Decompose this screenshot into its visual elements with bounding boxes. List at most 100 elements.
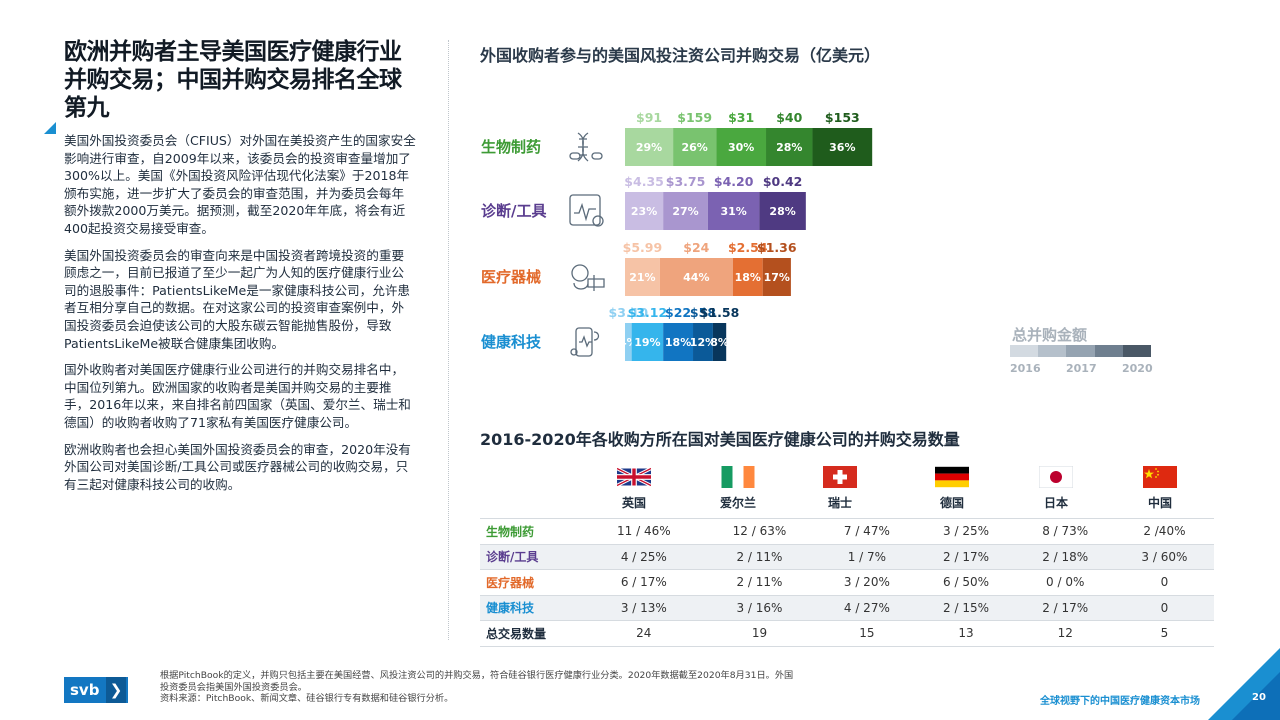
bar-pct-label: 19% [634,336,660,349]
switzerland-flag-icon [823,466,857,488]
diagnostics-monitor-icon [569,194,604,227]
medical-device-icon [571,264,605,291]
column-divider [448,40,449,640]
table-cell: 24 [586,620,702,647]
table-cell: 2 / 17% [1015,594,1115,621]
bar-segment [659,258,733,296]
legend-year: 2016 [1010,362,1041,375]
table-cell: 11 / 46% [586,518,702,544]
bar-value-label: $4.20 [714,174,754,189]
table-cell: 2 / 15% [916,594,1016,621]
table-cell: 3 / 16% [701,594,818,621]
country-name: 爱尔兰 [719,496,756,510]
country-uk: 英国 [584,466,684,511]
chart-title: 外国收购者参与的美国风投注资公司并购交易（亿美元） [480,46,881,65]
table-row: 生物制药 11 / 46% 12 / 63% 7 / 47% 3 / 25% 8 / 73… [480,518,1214,544]
footnote-line: 根据PitchBook的定义，并购只包括主要在美国经营、风投注资公司的并购交易，… [160,670,794,681]
stacked-bar-chart: 生物制药 29% $91 26% $159 30% $31 28% $40 36% $153 诊断/工… [481,110,873,361]
table-cell: 2 / 11% [701,569,818,595]
china-flag-icon [1143,466,1177,488]
row-label: 医疗器械 [480,569,586,595]
bar-value-label: $3.10 [609,305,649,320]
row-label: 生物制药 [480,518,586,544]
germany-flag-icon [935,466,969,488]
bar-pct-label: 28% [776,141,802,154]
bar-value-label: $40 [776,110,802,125]
section-marker-icon [44,122,56,134]
legend-year: 2017 [1066,362,1097,375]
category-label: 诊断/工具 [481,202,546,220]
bar-pct-label: 36% [829,141,855,154]
table-cell: 0 [1114,569,1214,595]
bar-segment [673,128,717,166]
country-germany: 德国 [902,466,1002,511]
table-cell: 2 / 11% [701,543,818,570]
bar-segment [625,323,632,361]
bar-segment [625,258,660,296]
table-cell: 5 [1114,620,1214,647]
bar-value-label: $91 [636,110,662,125]
table-cell: 3 / 13% [586,594,702,621]
page-title: 欧洲并购者主导美国医疗健康行业并购交易；中国并购交易排名全球第九 [64,39,402,121]
legend-swatch [1122,345,1152,357]
bar-value-label: $2.54 [728,240,768,255]
table-title: 2016-2020年各收购方所在国对美国医疗健康公司的并购交易数量 [480,430,960,449]
bar-value-label: $1.36 [757,240,797,255]
bar-segment [693,323,713,361]
category-label: 健康科技 [481,333,542,351]
paragraph: 欧洲收购者也会担心美国外国投资委员会的审查，2020年没有外国公司对美国诊断/工… [64,441,411,492]
table-cell: 1 / 7% [817,543,917,570]
dna-icon [569,132,603,162]
country-ireland: 爱尔兰 [688,466,788,511]
bar-segment [625,128,674,166]
bar-segment [707,192,760,230]
legend-swatch [1038,345,1067,357]
bar-pct-label: 28% [769,205,795,218]
bar-pct-label: 18% [735,271,761,284]
bar-segment [631,323,664,361]
country-name: 英国 [621,496,646,510]
bar-segment [663,323,694,361]
table-row: 总交易数量 24 19 15 13 12 5 [480,620,1214,647]
bar-pct-label: 17% [764,271,790,284]
table-cell: 8 / 73% [1015,518,1115,544]
legend-swatch [1066,345,1095,357]
country-switzerland: 瑞士 [790,466,890,511]
bar-value-label: $3.12 [628,305,668,320]
bar-value-label: $58 [690,305,716,320]
table-cell: 3 / 25% [916,518,1016,544]
report-name: 全球视野下的中国医疗健康资本市场 [1040,696,1200,707]
footnote: 根据PitchBook的定义，并购只包括主要在美国经营、风投注资公司的并购交易，… [160,670,900,705]
bar-value-label: $153 [825,110,860,125]
bar-pct-label: 27% [672,205,698,218]
bar-pct-label: 26% [682,141,708,154]
table-row: 医疗器械 6 / 17% 2 / 11% 3 / 20% 6 / 50% 0 / 0% 0 [480,569,1214,595]
uk-flag-icon [617,466,651,488]
footnote-line: 投资委员会指美国外国投资委员会。 [160,681,307,693]
bar-segment [762,258,791,296]
bar-segment [759,192,806,230]
bar-segment [712,323,727,361]
bar-pct-label: 30% [728,141,754,154]
country-name: 中国 [1147,496,1172,510]
japan-flag-icon [1039,466,1073,488]
country-name: 日本 [1043,496,1068,510]
legend-title: 总并购金额 [1012,326,1088,344]
row-label: 健康科技 [480,594,586,621]
table-row: 健康科技 3 / 13% 3 / 16% 4 / 27% 2 / 15% 2 / 17% 0 [480,594,1214,621]
table-cell: 3 / 60% [1114,543,1214,570]
category-label: 医疗器械 [481,268,541,286]
table-cell: 0 [1114,594,1214,621]
health-tech-phone-icon [570,327,600,357]
table-cell: 3 / 20% [817,569,917,595]
bar-pct-label: 21% [629,271,655,284]
table-cell: 2 / 18% [1015,543,1115,570]
table-cell: 6 / 17% [586,569,702,595]
bar-value-label: $4.35 [624,174,664,189]
bar-segment [663,192,708,230]
table-row: 诊断/工具 4 / 25% 2 / 11% 1 / 7% 2 / 17% 2 / 18% 3… [480,543,1214,570]
legend-swatch [1010,345,1039,357]
country-china: 中国 [1110,466,1210,511]
bar-segment [625,192,664,230]
table-cell: 4 / 27% [817,594,917,621]
